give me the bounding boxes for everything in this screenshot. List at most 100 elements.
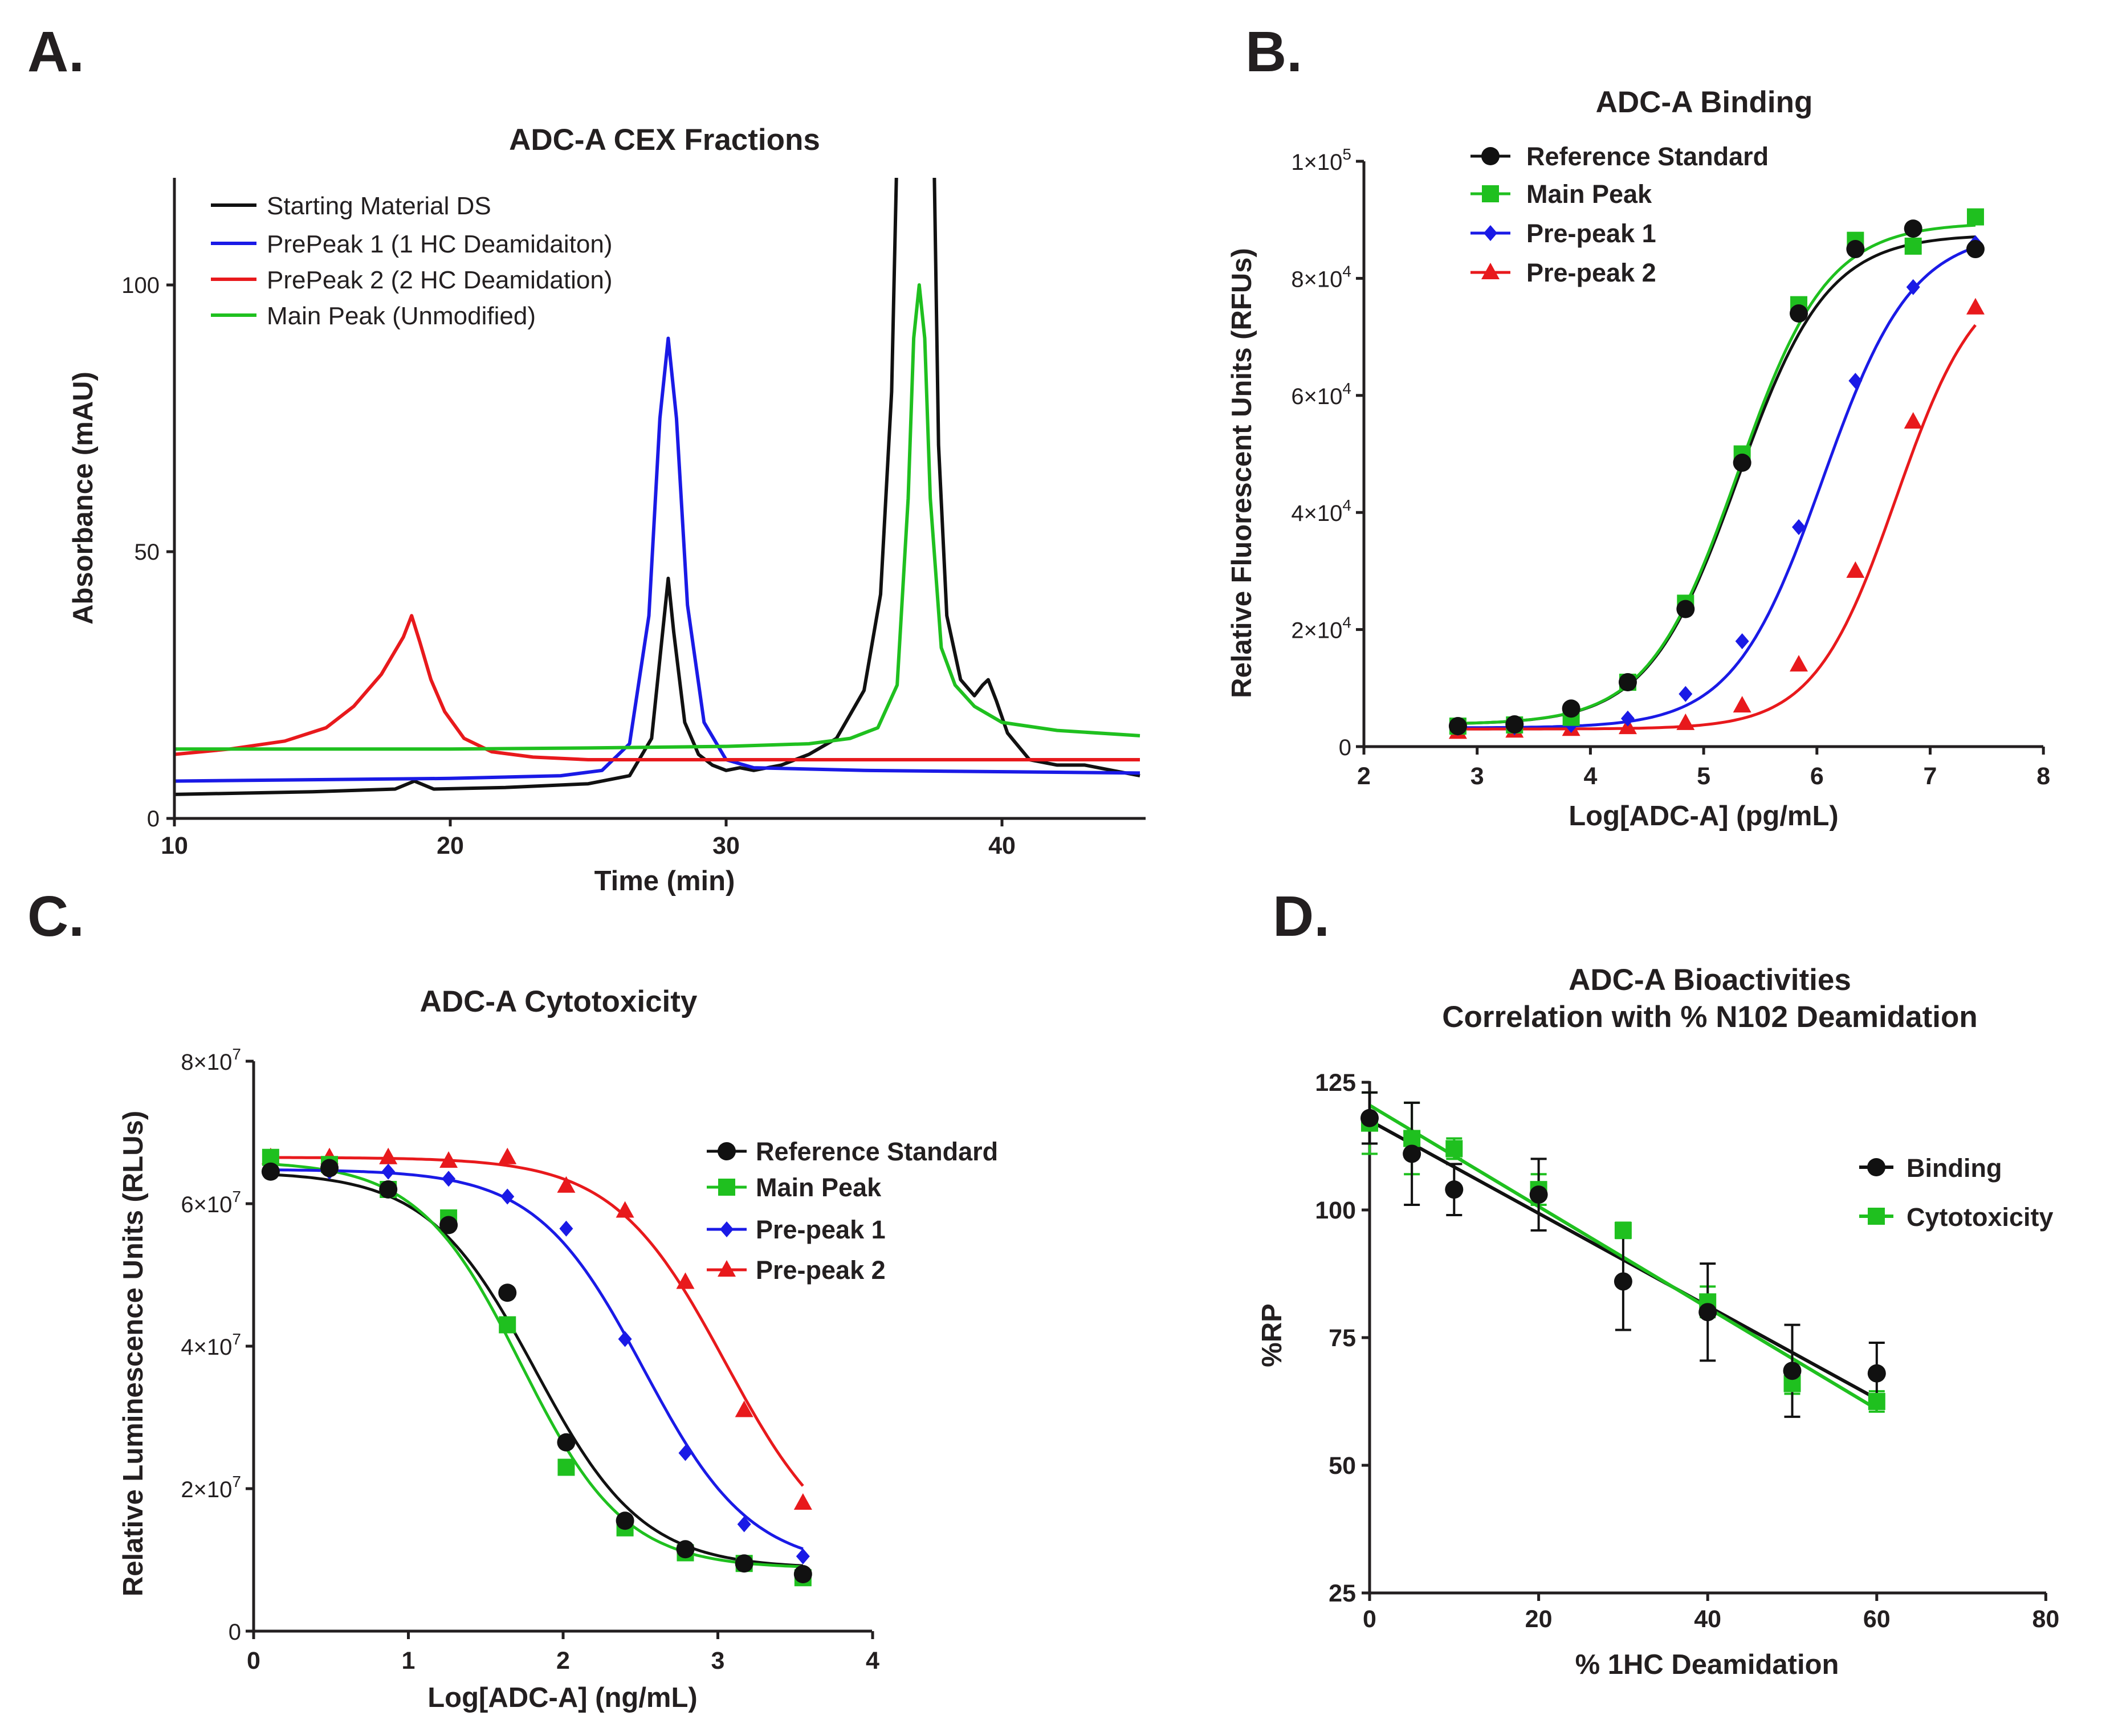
panel-d-ytick-label-2: 75 (1329, 1325, 1356, 1352)
panel-c-ytick-label-4: 8×107 (181, 1045, 241, 1075)
point-pre-peak-1-9 (796, 1548, 810, 1564)
legend-label-prepeak-1: PrePeak 1 (1 HC Deamidaiton) (267, 230, 612, 258)
panel-d-title-line-1: ADC-A Bioactivities (1569, 963, 1851, 997)
panel-c-xlabel: Log[ADC-A] (ng/mL) (427, 1682, 698, 1713)
point-reference-standard-2 (1562, 699, 1580, 718)
panel-b-xtick-label-6: 8 (2036, 763, 2050, 790)
panel-d-xtick-label-2: 40 (1694, 1605, 1721, 1633)
legend-marker-cytotoxicity (1868, 1208, 1885, 1225)
point-reference-standard-4 (498, 1283, 517, 1302)
panel-b-xtick-label-5: 7 (1924, 763, 1937, 790)
legend-marker-pre-peak-2 (1481, 263, 1500, 279)
point-reference-standard-6 (616, 1511, 634, 1530)
panel-b-xtick-label-1: 3 (1470, 763, 1484, 790)
point-reference-standard-0 (261, 1162, 280, 1181)
panel-a-ytick-label-2: 100 (121, 273, 160, 298)
point-reference-standard-2 (379, 1180, 398, 1199)
panel-b-legend: Reference Standard Main Peak Pre-peak 1 Pre… (1470, 142, 1769, 287)
panel-a-xtick-label-2: 30 (712, 832, 740, 859)
panel-a-xtick-label-0: 10 (161, 832, 188, 859)
point-pre-peak-1-7 (678, 1445, 692, 1461)
panel-b-xlabel: Log[ADC-A] (pg/mL) (1569, 801, 1839, 832)
panel-a-title: ADC-A CEX Fractions (509, 123, 820, 157)
point-pre-peak-1-8 (1906, 279, 1920, 295)
point-binding-4 (1614, 1272, 1632, 1291)
panel-d-xtick-label-3: 60 (1863, 1605, 1891, 1633)
point-reference-standard-3 (439, 1216, 458, 1234)
point-pre-peak-2-2 (379, 1147, 398, 1164)
trace-main-peak-unmodified (174, 283, 1140, 751)
point-binding-1 (1403, 1144, 1421, 1163)
point-pre-peak-2-4 (498, 1147, 517, 1164)
panel-d-ytick-label-4: 125 (1315, 1069, 1356, 1097)
panel-c: C. ADC-A Cytotoxicity 0 1 2 3 4 0 2×107 4×107 6×… (27, 885, 998, 1713)
panel-c-legend: Reference Standard Main Peak Pre-peak 1 Pre… (707, 1137, 998, 1285)
fit-curve-pre-peak-1 (270, 1168, 804, 1551)
panel-d-ticks: 0 20 40 60 80 25 50 75 100 125 (1315, 1069, 2059, 1633)
legend-label-cytotoxicity: Cytotoxicity (1907, 1203, 2054, 1232)
panel-c-ytick-label-3: 6×107 (181, 1188, 241, 1217)
point-main-peak-9 (1966, 208, 1984, 226)
panel-b-ytick-label-1: 2×104 (1291, 614, 1351, 643)
panel-b-ytick-label-3: 6×104 (1291, 380, 1351, 409)
panel-a-ytick-label-0: 0 (147, 806, 160, 832)
panel-b-ytick-label-0: 0 (1339, 735, 1351, 760)
legend-label-pre-peak-2: Pre-peak 2 (1526, 258, 1656, 287)
point-reference-standard-5 (1733, 453, 1751, 472)
panel-a-ylabel: Absorbance (mAU) (68, 372, 99, 625)
point-reference-standard-9 (1966, 240, 1985, 259)
point-pre-peak-1-4 (500, 1188, 515, 1205)
point-pre-peak-2-9 (1966, 298, 1985, 315)
trace-prepeak-1-1-hc-deamidaiton (174, 336, 1140, 783)
fit-curve-pre-peak-2 (1457, 324, 1977, 731)
legend-marker-main-peak (1482, 185, 1499, 202)
point-pre-peak-2-9 (793, 1493, 812, 1510)
panel-c-ylabel: Relative Luminescence Units (RLUs) (118, 1111, 149, 1596)
panel-c-ytick-label-0: 0 (229, 1620, 241, 1645)
point-reference-standard-5 (557, 1433, 576, 1452)
panel-c-xtick-label-1: 1 (402, 1647, 415, 1674)
panel-b: B. ADC-A Binding 2 3 4 5 6 7 8 0 2×104 4×104 6×104… (1227, 20, 2050, 832)
point-main-peak-4 (499, 1316, 516, 1334)
panel-b-xtick-label-4: 6 (1810, 763, 1824, 790)
panel-c-title: ADC-A Cytotoxicity (420, 985, 698, 1018)
panel-b-letter: B. (1245, 20, 1302, 84)
panel-b-axes (1362, 161, 2043, 748)
point-pre-peak-2-8 (735, 1400, 753, 1417)
panel-a-xtick-label-1: 20 (437, 832, 464, 859)
point-pre-peak-2-5 (1733, 696, 1751, 713)
panel-a-xtick-label-3: 40 (988, 832, 1016, 859)
panel-b-xtick-label-3: 5 (1697, 763, 1710, 790)
point-reference-standard-3 (1618, 673, 1637, 692)
panel-b-plot (1448, 208, 1985, 739)
point-cytotoxicity-4 (1614, 1221, 1632, 1239)
legend-marker-pre-peak-1 (1484, 225, 1497, 241)
point-cytotoxicity-2 (1445, 1140, 1463, 1158)
point-pre-peak-1-5 (1735, 633, 1749, 650)
point-main-peak-5 (557, 1458, 575, 1476)
point-pre-peak-1-3 (1620, 710, 1635, 727)
point-reference-standard-7 (1846, 240, 1865, 259)
fit-curve-reference-standard (270, 1173, 803, 1567)
legend-label-main-peak: Main Peak (756, 1173, 882, 1202)
point-reference-standard-6 (1790, 304, 1808, 323)
fit-curve-pre-peak-2 (270, 1156, 804, 1487)
panel-b-xtick-label-0: 2 (1357, 763, 1371, 790)
panel-b-ticks: 2 3 4 5 6 7 8 0 2×104 4×104 6×104 8×104 1×105 (1291, 145, 2050, 790)
panel-c-ticks: 0 1 2 3 4 0 2×107 4×107 6×107 8×107 (181, 1045, 879, 1674)
legend-label-starting-material: Starting Material DS (267, 192, 491, 220)
point-reference-standard-8 (735, 1554, 753, 1573)
legend-label-pre-peak-1: Pre-peak 1 (756, 1215, 886, 1244)
legend-marker-reference-standard (718, 1142, 736, 1160)
point-reference-standard-1 (1505, 715, 1524, 733)
panel-a-xlabel: Time (min) (594, 866, 735, 896)
panel-a: A. ADC-A CEX Fractions 10 20 30 40 0 50 100 Ti… (27, 20, 1146, 896)
point-cytotoxicity-1 (1403, 1130, 1421, 1147)
panel-c-xtick-label-4: 4 (866, 1647, 879, 1674)
point-reference-standard-7 (676, 1540, 695, 1559)
panel-c-plot (261, 1147, 812, 1587)
panel-d-plot (1360, 1091, 1886, 1418)
point-pre-peak-1-7 (1848, 373, 1863, 389)
panel-c-ytick-label-2: 4×107 (181, 1330, 241, 1360)
